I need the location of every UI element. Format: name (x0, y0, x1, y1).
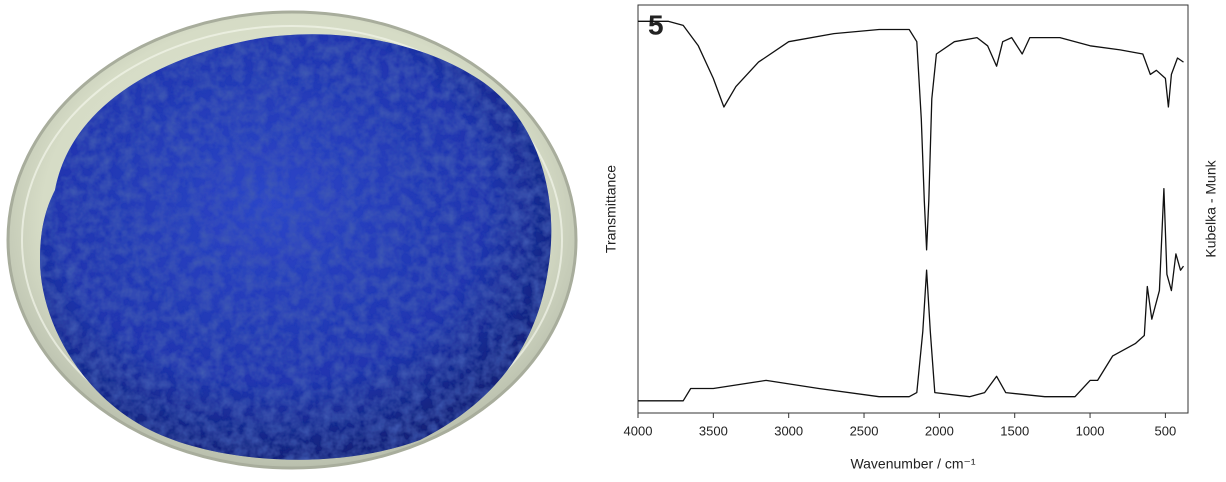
figure: 5 Wavenumber / cm⁻¹ Transmittance Kubelk… (0, 0, 1226, 477)
x-tick-label: 500 (1155, 423, 1177, 438)
x-tick-label: 1500 (1000, 423, 1029, 438)
x-tick-label: 4000 (624, 423, 653, 438)
x-axis-label: Wavenumber / cm⁻¹ (850, 456, 975, 472)
spectrum-line (638, 21, 1184, 250)
x-tick-label: 1000 (1076, 423, 1105, 438)
x-tick-label: 2000 (925, 423, 954, 438)
x-tick-label: 3500 (699, 423, 728, 438)
photo (8, 12, 576, 468)
panel-label: 5 (648, 9, 664, 40)
plot-frame (638, 5, 1188, 413)
x-tick-label: 2500 (850, 423, 879, 438)
y2-axis-label: Kubelka - Munk (1203, 159, 1219, 257)
y-axis-label: Transmittance (603, 165, 619, 253)
spectrum-line (638, 189, 1184, 401)
x-tick-label: 3000 (774, 423, 803, 438)
